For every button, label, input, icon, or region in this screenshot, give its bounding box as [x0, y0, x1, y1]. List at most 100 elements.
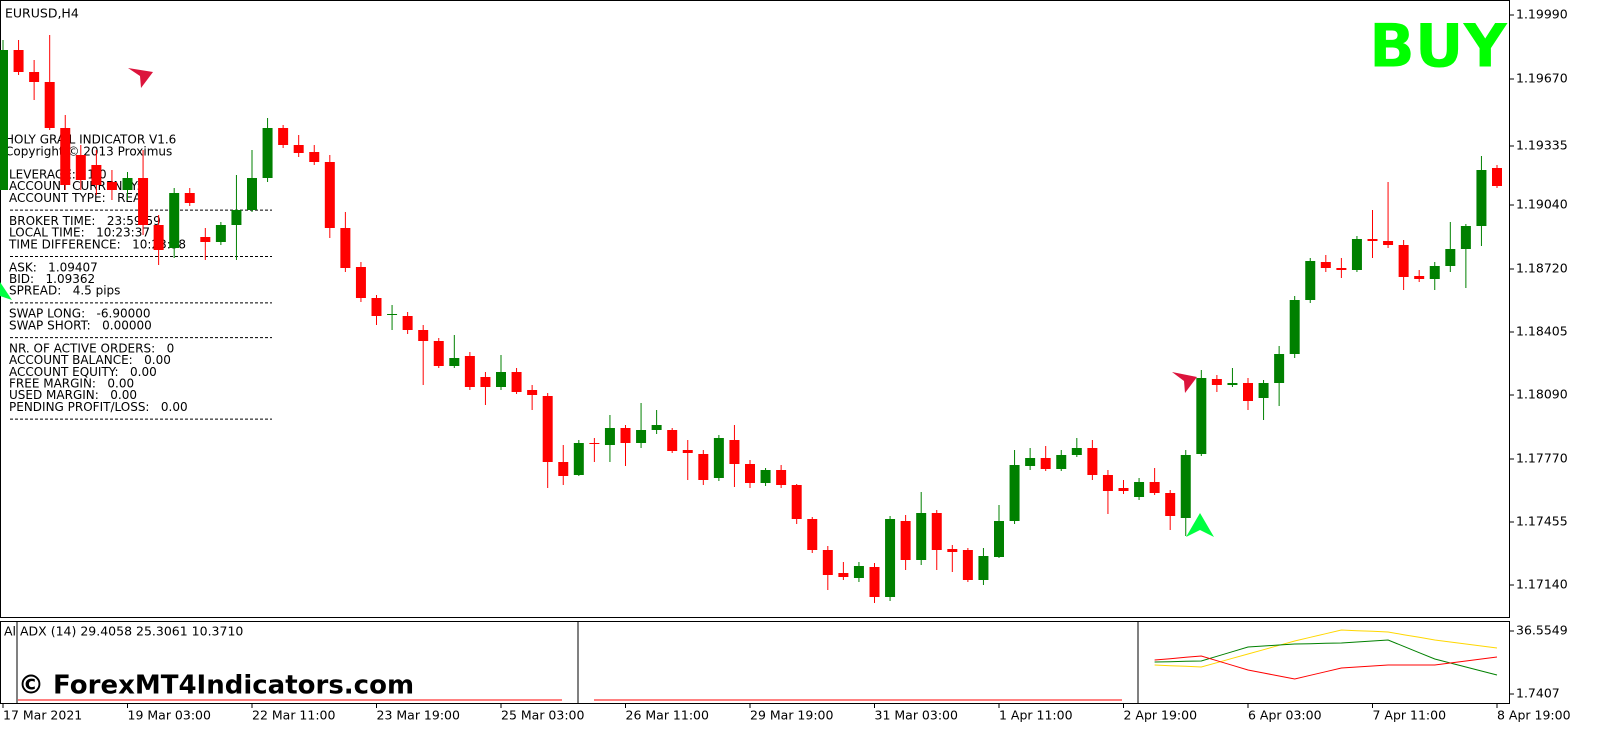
candle-body: [994, 521, 1004, 557]
candle-body: [776, 470, 787, 485]
candle-body: [1118, 488, 1129, 491]
candle-body: [1429, 266, 1440, 279]
info-line: PENDING PROFIT/LOSS: 0.00: [9, 400, 188, 414]
info-title: HOLY GRAIL INDICATOR V1.6: [5, 133, 176, 147]
candle-body: [418, 330, 429, 341]
candle-body: [962, 550, 973, 580]
candle-body: [184, 193, 195, 203]
candle-body: [1211, 379, 1222, 385]
candle-body: [760, 470, 771, 483]
candle-body: [44, 82, 55, 128]
y-tick-label: 36.5549: [1516, 623, 1568, 638]
buy-arrow: [0, 282, 12, 300]
x-tick-label: 1 Apr 11:00: [999, 708, 1073, 723]
x-tick-label: 17 Mar 2021: [3, 708, 82, 723]
watermark: © ForexMT4Indicators.com: [18, 671, 414, 701]
sell-arrow: [128, 68, 153, 88]
info-copyright: Copyright © 2013 Proximus: [5, 145, 172, 159]
candle-body: [1351, 239, 1362, 270]
candle-body: [1056, 455, 1067, 469]
candle-body: [604, 428, 615, 445]
candle-body: [527, 390, 538, 395]
candle-body: [138, 178, 149, 225]
candle-body: [885, 519, 896, 597]
y-tick-label: 1.19040: [1516, 197, 1568, 212]
candle-body: [838, 573, 849, 577]
info-line: FREE MARGIN: 0.00: [9, 377, 134, 391]
candle-body: [807, 519, 818, 550]
main-frame: [0, 0, 1510, 618]
candle-body: [698, 454, 709, 480]
candle-body: [75, 155, 86, 180]
candle-body: [1180, 455, 1191, 518]
candle-body: [215, 225, 226, 242]
info-line: TIME DIFFERENCE: 10:23:38: [8, 237, 186, 251]
candle-body: [1149, 482, 1160, 493]
candle-body: [433, 341, 444, 366]
candle-body: [573, 443, 584, 475]
candle-body: [262, 128, 273, 178]
candle-body: [651, 425, 662, 430]
candle-body: [682, 450, 693, 453]
adx-line: [1154, 639, 1498, 676]
candle-body: [60, 128, 71, 185]
candle-body: [122, 178, 133, 190]
x-tick-label: 8 Apr 19:00: [1497, 708, 1571, 723]
candle-body: [1071, 448, 1082, 455]
candle-body: [0, 50, 8, 190]
info-line: ACCOUNT EQUITY: 0.00: [9, 365, 157, 379]
candle-body: [1320, 262, 1331, 268]
x-tick-label: 19 Mar 03:00: [128, 708, 212, 723]
candle-body: [542, 396, 553, 462]
candle-body: [402, 316, 413, 330]
info-line: SPREAD: 4.5 pips: [9, 284, 120, 298]
y-tick-label: 1.18720: [1516, 261, 1568, 276]
info-line: BID: 1.09362: [9, 272, 95, 286]
candle-body: [1460, 226, 1471, 249]
candle-body: [278, 128, 289, 145]
adx-title: ADX (14) 29.4058 25.3061 10.3710: [20, 624, 243, 639]
x-tick-label: 6 Apr 03:00: [1248, 708, 1322, 723]
candle-body: [1165, 493, 1176, 516]
y-tick-label: 1.19670: [1516, 71, 1568, 86]
info-line: ACCOUNT BALANCE: 0.00: [9, 353, 171, 367]
candle-body: [200, 237, 211, 242]
x-tick-label: 25 Mar 03:00: [501, 708, 585, 723]
candle-body: [449, 358, 460, 366]
candle-body: [900, 521, 911, 560]
info-line: SWAP LONG: -6.90000: [9, 307, 151, 321]
x-tick-label: 26 Mar 11:00: [626, 708, 710, 723]
info-line: LOCAL TIME: 10:23:37: [9, 226, 150, 240]
candle-body: [169, 193, 180, 248]
info-line: NR. OF ACTIVE ORDERS: 0: [9, 341, 174, 355]
x-tick-label: 7 Apr 11:00: [1373, 708, 1447, 723]
y-tick-label: 1.18405: [1516, 324, 1568, 339]
candle-body: [1289, 300, 1300, 354]
candle-body: [91, 165, 102, 185]
candle-body: [496, 372, 506, 387]
candle-body: [29, 72, 40, 82]
candle-body: [371, 298, 382, 316]
x-tick-label: 2 Apr 19:00: [1124, 708, 1198, 723]
candle-body: [464, 356, 475, 387]
y-tick-label: 1.17455: [1516, 514, 1568, 529]
x-tick-label: 22 Mar 11:00: [252, 708, 336, 723]
candle-body: [869, 567, 880, 597]
candle-body: [620, 428, 631, 443]
candle-body: [916, 513, 927, 560]
candle-body: [558, 462, 569, 476]
y-tick-label: 1.18090: [1516, 387, 1568, 402]
adx-line: [1154, 655, 1498, 680]
candle-body: [13, 50, 24, 72]
candle-body: [853, 566, 864, 578]
y-tick-label: 1.17140: [1516, 577, 1568, 592]
candle-body: [931, 513, 942, 550]
candle-body: [745, 464, 755, 483]
candle-body: [667, 430, 678, 451]
candle-body: [387, 314, 398, 315]
candle-body: [1227, 383, 1238, 385]
candle-body: [309, 152, 320, 162]
adx-frame: [0, 621, 1510, 704]
